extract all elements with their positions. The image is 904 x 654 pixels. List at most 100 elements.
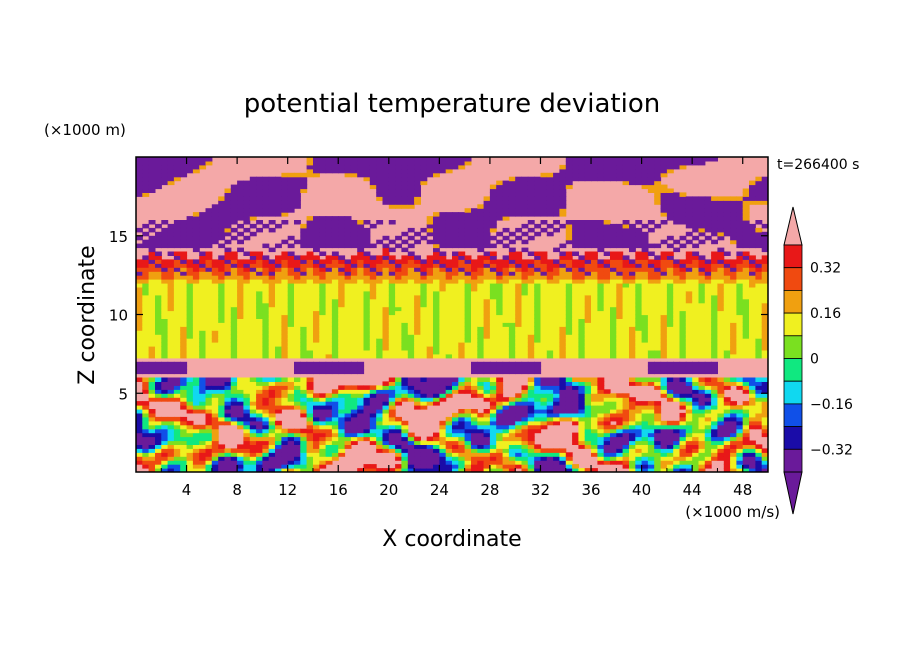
field-cell [502, 279, 510, 284]
field-cell [622, 310, 630, 316]
field-cell [471, 393, 478, 398]
field-cell [268, 393, 276, 398]
field-cell [199, 220, 207, 225]
field-cell [224, 200, 232, 205]
field-cell [439, 314, 447, 319]
field-cell [496, 464, 504, 469]
field-cell [344, 389, 352, 394]
field-cell [622, 160, 630, 166]
field-cell [464, 346, 472, 351]
field-cell [287, 196, 295, 201]
field-cell [155, 184, 162, 190]
field-cell [395, 267, 402, 272]
field-cell [262, 188, 270, 193]
field-cell [243, 381, 251, 386]
field-cell [294, 385, 301, 390]
field-cell [363, 338, 371, 343]
field-cell [268, 452, 276, 457]
field-cell [268, 290, 276, 296]
field-cell [597, 456, 605, 461]
field-cell [603, 314, 611, 319]
field-cell [262, 275, 270, 280]
field-cell [186, 243, 194, 249]
field-cell [224, 338, 232, 343]
field-cell [515, 184, 523, 190]
field-cell [180, 444, 188, 449]
field-cell [306, 405, 314, 410]
field-cell [167, 397, 175, 402]
field-cell [464, 294, 472, 300]
field-cell [515, 290, 523, 296]
field-cell [458, 436, 466, 442]
field-cell [489, 267, 497, 272]
field-cell [445, 456, 453, 461]
field-cell [230, 405, 238, 410]
field-cell [363, 251, 371, 256]
field-cell [281, 286, 289, 292]
field-cell [458, 294, 466, 300]
field-cell [344, 243, 352, 249]
field-cell [395, 381, 402, 386]
field-cell [641, 326, 649, 331]
field-cell [344, 286, 352, 292]
field-cell [471, 346, 478, 351]
field-cell [148, 452, 156, 457]
field-cell [180, 456, 188, 461]
field-cell [597, 452, 605, 457]
field-cell [647, 318, 655, 323]
field-cell [565, 286, 573, 292]
field-cell [319, 464, 327, 469]
field-cell [597, 283, 605, 288]
field-cell [344, 220, 352, 225]
field-cell [616, 239, 624, 245]
field-cell [369, 353, 377, 359]
field-cell [445, 349, 453, 355]
field-cell [458, 164, 466, 170]
field-cell [148, 243, 156, 249]
field-cell [660, 468, 668, 472]
field-cell [294, 188, 301, 193]
field-cell [395, 338, 402, 343]
field-cell [388, 294, 396, 300]
field-cell [148, 275, 156, 280]
field-cell [647, 243, 655, 249]
field-cell [401, 330, 409, 335]
field-cell [369, 172, 377, 178]
field-cell [161, 172, 169, 178]
field-cell [420, 405, 428, 410]
field-cell [565, 468, 573, 472]
field-cell [388, 318, 396, 323]
field-cell [218, 298, 226, 304]
field-cell [294, 448, 301, 453]
field-cell [502, 424, 510, 430]
field-cell [471, 444, 478, 449]
field-cell [338, 432, 346, 438]
field-cell [597, 157, 605, 162]
field-cell [559, 180, 567, 186]
field-cell [445, 271, 453, 276]
field-cell [629, 298, 636, 304]
field-cell [445, 239, 453, 245]
field-cell [471, 318, 478, 323]
field-cell [458, 416, 466, 422]
field-cell [540, 405, 548, 410]
field-cell [654, 342, 662, 347]
field-cell [325, 353, 333, 359]
field-cell [306, 346, 314, 351]
field-cell [173, 353, 181, 359]
field-cell [167, 172, 175, 178]
field-cell [445, 212, 453, 217]
field-cell [388, 330, 396, 335]
field-cell [395, 420, 402, 426]
field-cell [173, 259, 181, 264]
field-cell [268, 192, 276, 197]
field-cell [407, 397, 415, 402]
field-cell [477, 416, 485, 422]
field-cell [268, 220, 276, 225]
field-cell [256, 385, 263, 390]
field-cell [559, 322, 567, 327]
field-cell [395, 196, 402, 201]
field-cell [401, 294, 409, 300]
field-cell [439, 216, 447, 221]
field-cell [572, 432, 579, 438]
